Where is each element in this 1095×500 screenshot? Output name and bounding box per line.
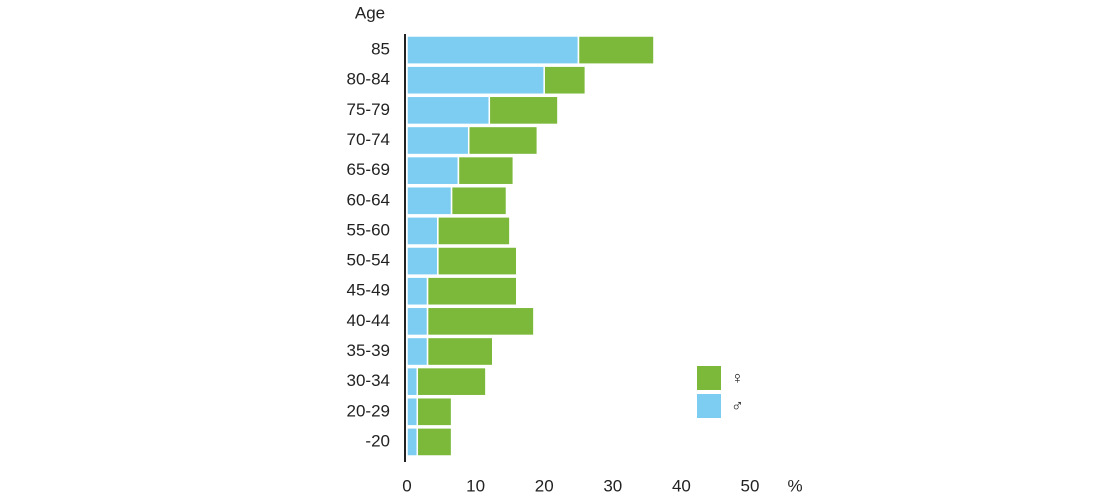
- y-tick-label: 65-69: [347, 160, 390, 179]
- bar-segment: [437, 246, 518, 276]
- bar-segment: [406, 155, 460, 186]
- y-tick-label: 55-60: [347, 220, 390, 239]
- bar-segment: [406, 35, 580, 65]
- bar-segment: [416, 366, 487, 397]
- x-tick-label: 50: [741, 476, 760, 495]
- y-tick-label: 50-54: [347, 251, 390, 270]
- bar-segment: [406, 427, 419, 457]
- bar-segment: [467, 125, 539, 156]
- bar-segment: [406, 246, 439, 276]
- bar-segment: [406, 366, 419, 397]
- y-tick-label: 20-29: [347, 401, 390, 420]
- x-tick-label: 30: [603, 476, 622, 495]
- x-tick-label: 20: [535, 476, 554, 495]
- bar-segment: [406, 216, 439, 246]
- bar-segment: [406, 125, 470, 156]
- x-tick-label: 40: [672, 476, 691, 495]
- legend-label: ♂: [731, 396, 744, 415]
- legend-swatch: [697, 394, 721, 418]
- y-tick-label: 70-74: [347, 130, 390, 149]
- bar-segment: [426, 276, 518, 307]
- bar-segment: [406, 336, 429, 367]
- bar-segment: [488, 95, 559, 126]
- y-tick-label: 35-39: [347, 341, 390, 360]
- bar-segment: [406, 306, 429, 337]
- y-tick-label: 30-34: [347, 371, 390, 390]
- bar-segment: [416, 396, 453, 427]
- x-tick-label: 10: [466, 476, 485, 495]
- y-tick-label: 80-84: [347, 70, 390, 89]
- y-tick-label: 45-49: [347, 281, 390, 300]
- y-tick-label: 75-79: [347, 100, 390, 119]
- bar-segment: [406, 396, 419, 427]
- y-tick-label: 40-44: [347, 311, 390, 330]
- legend-label: ♀: [731, 368, 744, 387]
- bar-segment: [406, 65, 545, 96]
- bar-segment: [426, 306, 535, 337]
- bar-segment: [543, 65, 587, 96]
- bar-segment: [450, 185, 508, 216]
- bar-segment: [457, 155, 515, 186]
- y-axis-label: Age: [355, 3, 385, 22]
- y-tick-label: 85: [371, 40, 390, 59]
- bar-segment: [426, 336, 494, 367]
- x-tick-label: 0: [402, 476, 411, 495]
- x-axis-label: %: [787, 476, 802, 495]
- y-tick-label: -20: [365, 431, 390, 450]
- y-tick-label: 60-64: [347, 190, 390, 209]
- bar-segment: [406, 95, 491, 126]
- bar-segment: [406, 185, 453, 216]
- bar-segment: [577, 35, 655, 65]
- bar-segment: [406, 276, 429, 307]
- bar-segment: [437, 216, 511, 246]
- legend-swatch: [697, 366, 721, 390]
- bar-segment: [416, 427, 453, 457]
